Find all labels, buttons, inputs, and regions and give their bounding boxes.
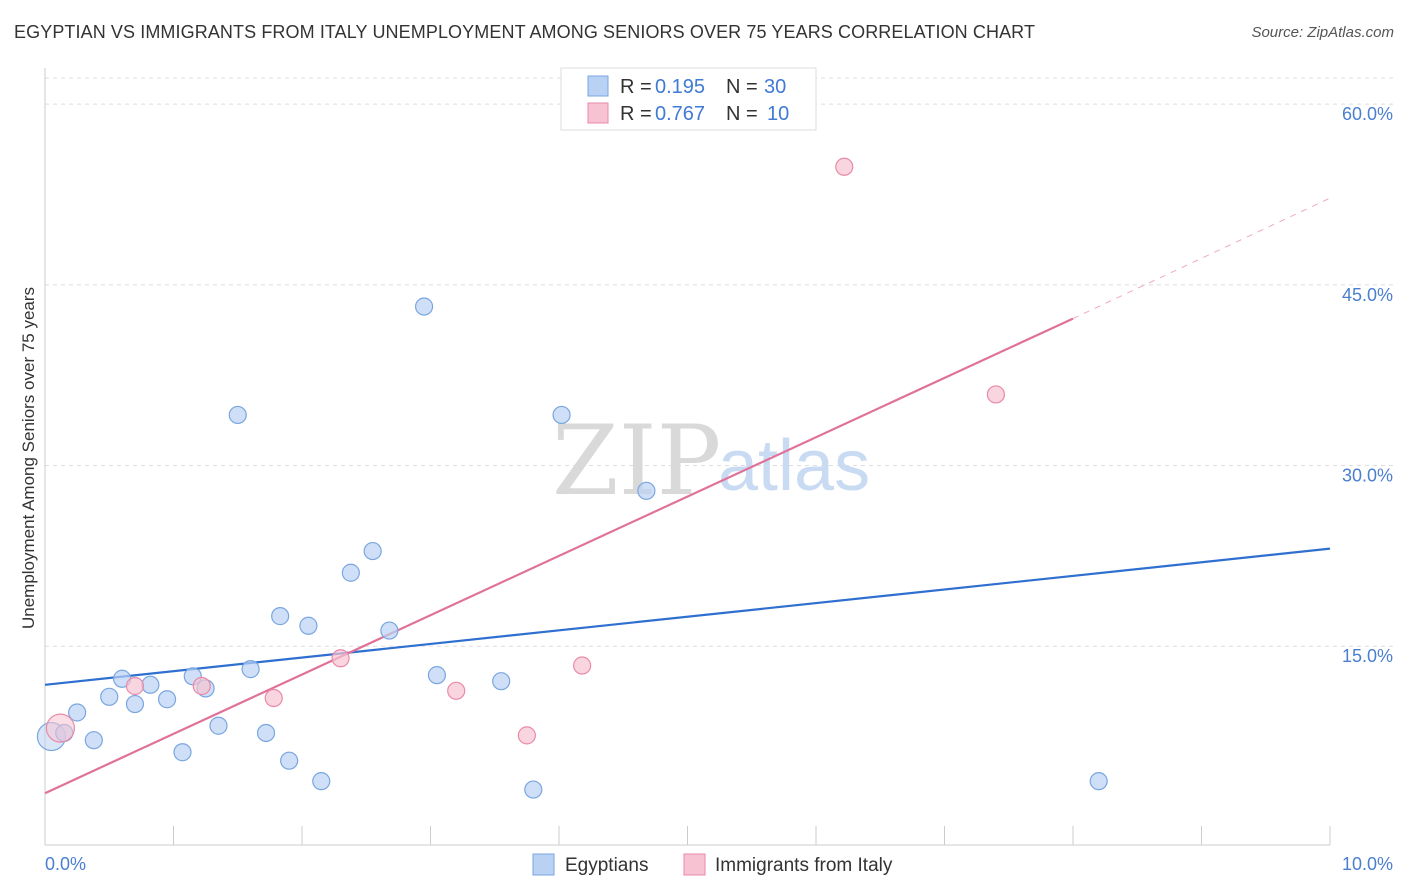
- point-italy: [573, 656, 592, 675]
- point-egyptians: [414, 297, 434, 316]
- point-italy: [835, 157, 854, 176]
- y-tick-label-60: 60.0%: [1342, 104, 1393, 124]
- legend-n-label-egyptians: N =: [726, 76, 758, 98]
- point-italy: [45, 713, 76, 743]
- point-egyptians: [209, 716, 228, 735]
- y-tick-label-45: 45.0%: [1342, 285, 1393, 305]
- y-tick-labels: 15.0% 30.0% 45.0% 60.0%: [1342, 104, 1393, 666]
- source-label: Source: ZipAtlas.com: [1251, 24, 1394, 41]
- grid-lines: [45, 77, 1393, 647]
- bottom-legend-label-egyptians: Egyptians: [565, 855, 648, 876]
- point-egyptians: [492, 672, 511, 691]
- x-tick-label-max: 10.0%: [1342, 854, 1393, 874]
- y-tick-label-30: 30.0%: [1342, 466, 1393, 486]
- x-ticks: [44, 826, 1331, 845]
- correlation-legend: R = 0.195 N = 30 R = 0.767 N = 10: [560, 67, 817, 131]
- data-points: [36, 157, 1108, 799]
- point-egyptians: [427, 666, 447, 685]
- watermark-zip: ZIP: [552, 405, 721, 517]
- watermark-atlas: atlas: [718, 426, 870, 506]
- watermark: ZIP atlas: [552, 405, 870, 517]
- point-egyptians: [280, 751, 299, 770]
- point-egyptians: [524, 780, 543, 799]
- point-egyptians: [312, 772, 331, 791]
- point-italy: [192, 676, 211, 696]
- y-tick-label-15: 15.0%: [1342, 646, 1393, 666]
- point-italy: [517, 726, 536, 745]
- y-axis-label: Unemployment Among Seniors over 75 years: [19, 287, 38, 629]
- point-italy: [986, 385, 1006, 404]
- bottom-legend-swatch-italy: [683, 853, 706, 876]
- point-italy: [264, 688, 283, 708]
- legend-r-value-egyptians: 0.195: [655, 76, 705, 98]
- point-egyptians: [68, 703, 87, 722]
- point-egyptians: [341, 563, 360, 582]
- point-egyptians: [141, 675, 160, 694]
- bottom-legend-swatch-egyptians: [532, 853, 555, 876]
- series-legend: Egyptians Immigrants from Italy: [532, 853, 893, 876]
- legend-r-label-egyptians: R =: [620, 76, 652, 98]
- point-egyptians: [241, 660, 260, 679]
- point-italy: [125, 676, 145, 696]
- point-egyptians: [363, 541, 382, 561]
- point-egyptians: [552, 405, 571, 425]
- legend-n-value-egyptians: 30: [764, 76, 786, 98]
- legend-r-label-italy: R =: [620, 103, 652, 125]
- legend-n-label-italy: N =: [726, 103, 758, 125]
- point-egyptians: [173, 743, 192, 762]
- point-egyptians: [84, 731, 103, 750]
- point-egyptians: [256, 723, 276, 743]
- point-italy: [331, 649, 350, 668]
- trend-lines: [44, 197, 1331, 795]
- bottom-legend-label-italy: Immigrants from Italy: [715, 855, 893, 876]
- trend-line-italy-extension: [1072, 197, 1331, 320]
- point-egyptians: [100, 687, 119, 706]
- legend-r-value-italy: 0.767: [655, 103, 705, 125]
- point-egyptians: [157, 690, 177, 709]
- legend-n-value-italy: 10: [767, 103, 789, 125]
- point-egyptians: [125, 694, 145, 714]
- point-egyptians: [380, 621, 399, 640]
- trend-line-egyptians: [44, 547, 1331, 686]
- point-egyptians: [1089, 772, 1108, 791]
- point-egyptians: [271, 607, 290, 626]
- legend-swatch-italy: [587, 102, 609, 124]
- chart-title: EGYPTIAN VS IMMIGRANTS FROM ITALY UNEMPL…: [14, 22, 1036, 42]
- x-tick-label-min: 0.0%: [45, 854, 86, 874]
- trend-line-italy: [44, 317, 1074, 795]
- point-egyptians: [228, 405, 247, 425]
- legend-swatch-egyptians: [587, 75, 609, 97]
- point-italy: [447, 681, 466, 700]
- point-egyptians: [299, 616, 318, 635]
- point-egyptians: [637, 481, 656, 500]
